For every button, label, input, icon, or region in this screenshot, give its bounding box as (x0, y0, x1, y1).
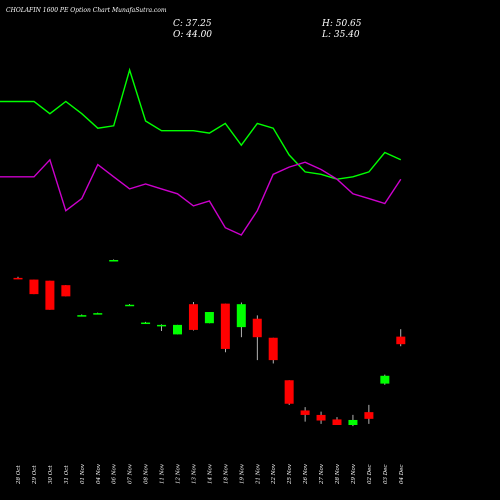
x-tick-label: 29 Nov (351, 463, 357, 485)
candle-body (332, 419, 342, 425)
x-tick-label: 25 Nov (287, 463, 293, 485)
candle (188, 301, 198, 331)
candle-body (13, 277, 23, 280)
candle-body (364, 412, 374, 419)
candle-body (141, 322, 151, 325)
x-tick-label: 28 Oct (16, 465, 22, 485)
x-tick-label: 30 Oct (48, 465, 54, 484)
x-tick-label: 27 Nov (319, 463, 325, 485)
x-tick-label: 22 Nov (271, 463, 277, 485)
candle (204, 312, 214, 324)
candle-body (93, 313, 103, 315)
candle-body (204, 312, 214, 324)
open-value: O: 44.00 (173, 30, 213, 40)
indicator-lines (0, 67, 402, 236)
candle-body (125, 304, 135, 307)
close-value: C: 37.25 (173, 19, 212, 29)
candle (13, 276, 23, 280)
candle (252, 315, 262, 361)
candle-body (157, 324, 167, 327)
candle-body (77, 315, 87, 317)
candle-body (396, 336, 406, 345)
indicator-line-2 (0, 158, 402, 236)
low-value: L: 35.40 (322, 30, 360, 40)
candle-body (348, 419, 358, 425)
candle (93, 312, 103, 315)
candle (77, 314, 87, 317)
candle-body (220, 303, 230, 349)
x-tick-label: 02 Dec (367, 465, 373, 485)
candle-body (109, 260, 119, 262)
candle-body (316, 414, 326, 421)
candle (396, 329, 406, 347)
candle-body (284, 380, 294, 404)
x-tick-label: 07 Nov (128, 463, 134, 484)
candle (125, 304, 135, 307)
x-tick-label: 26 Nov (303, 463, 309, 485)
candle (284, 380, 294, 405)
candle-body (45, 280, 55, 310)
x-tick-label: 28 Nov (335, 463, 341, 485)
candle-body (188, 304, 198, 330)
x-tick-label: 19 Nov (239, 463, 245, 484)
candle (348, 414, 358, 427)
candle (29, 279, 39, 295)
candle-body (252, 318, 262, 338)
candle (332, 417, 342, 425)
chart-title: CHOLAFIN 1600 PE Option Chart MunafaSutr… (6, 7, 167, 14)
x-axis-labels: 28 Oct 29 Oct 30 Oct 31 Oct 01 Nov 04 Nov 06 N… (16, 463, 405, 485)
x-tick-label: 04 Nov (96, 463, 102, 484)
candle (300, 407, 310, 422)
candle (380, 374, 390, 385)
x-tick-label: 12 Nov (176, 463, 182, 484)
x-tick-label: 04 Dec (399, 465, 405, 485)
x-tick-label: 06 Nov (112, 463, 118, 484)
candle (220, 303, 230, 353)
x-tick-label: 14 Nov (207, 463, 213, 484)
x-tick-label: 11 Nov (160, 463, 166, 484)
candle (268, 337, 278, 364)
x-tick-label: 13 Nov (191, 463, 197, 484)
candle-body (173, 324, 182, 335)
candle (316, 411, 326, 424)
indicator-line-1 (0, 67, 402, 180)
candle (157, 324, 167, 332)
candle (141, 321, 151, 325)
x-tick-label: 21 Nov (255, 463, 261, 485)
x-tick-label: 18 Nov (223, 463, 229, 484)
candle-body (236, 304, 246, 328)
candle (173, 324, 182, 335)
x-tick-label: 08 Nov (144, 463, 150, 484)
candle (109, 259, 119, 262)
x-tick-label: 31 Oct (64, 465, 70, 484)
candle (236, 302, 246, 338)
candle-body (300, 410, 310, 415)
candle-body (29, 279, 39, 295)
x-tick-label: 29 Oct (32, 465, 38, 485)
candle-body (268, 337, 278, 361)
candle (61, 285, 71, 297)
candle-body (380, 375, 390, 384)
high-value: H: 50.65 (322, 19, 362, 29)
candle (364, 404, 374, 424)
x-tick-label: 01 Nov (80, 463, 86, 484)
x-tick-label: 03 Dec (383, 465, 389, 485)
candle (45, 280, 55, 310)
candles (13, 259, 406, 427)
candle-body (61, 285, 71, 297)
